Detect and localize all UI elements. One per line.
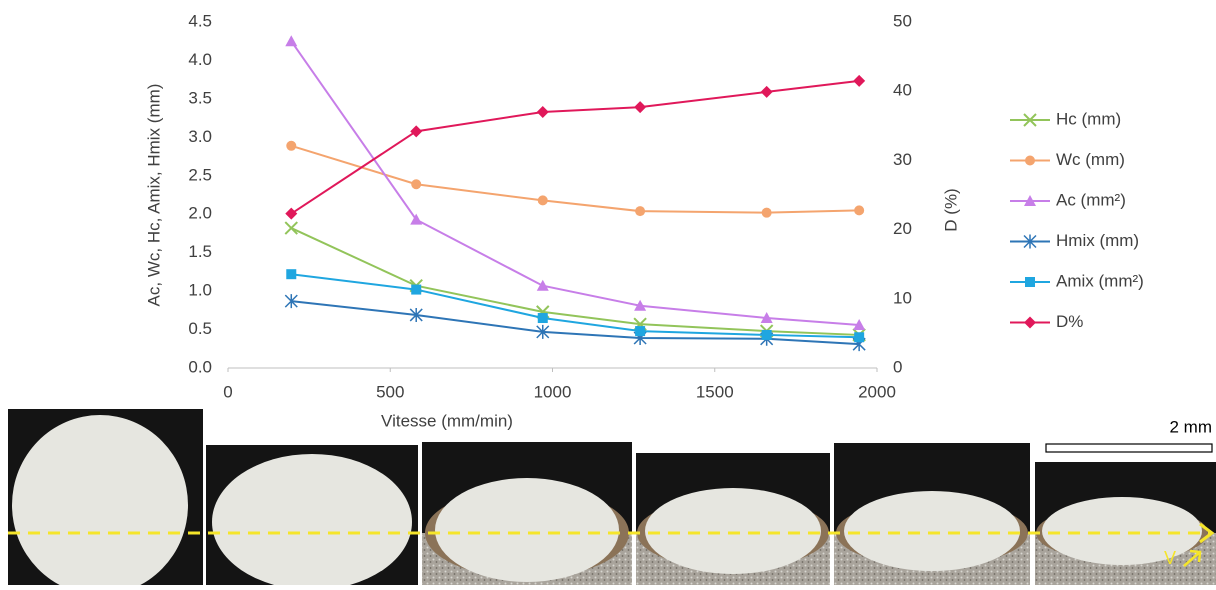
y-tick-label: 0.0 [188, 357, 212, 376]
legend-label: D% [1056, 312, 1083, 331]
marker [284, 294, 298, 309]
marker [761, 207, 772, 218]
chart: Vitesse (mm/min) Ac, Wc, Hc, Amix, Hmix … [144, 11, 1143, 430]
marker [285, 35, 298, 47]
y-tick-label: 1.0 [188, 281, 212, 300]
legend-label: Wc (mm) [1056, 150, 1125, 169]
series-line [290, 227, 860, 336]
y2-axis-label: D (%) [941, 188, 960, 231]
y-tick-label: 3.5 [188, 88, 212, 107]
direction-label: V [1164, 548, 1176, 568]
x-tick-label: 0 [223, 382, 232, 401]
y-axis-label: Ac, Wc, Hc, Amix, Hmix (mm) [144, 84, 163, 307]
y2-tick-label: 50 [893, 11, 912, 30]
legend-label: Amix (mm²) [1056, 271, 1144, 290]
direction-arrow [1183, 551, 1201, 567]
series-line [290, 144, 860, 214]
marker [1025, 277, 1035, 287]
series-line [290, 40, 860, 326]
series-line [290, 79, 860, 215]
y2-tick-label: 0 [893, 357, 902, 376]
direction-arrow [1189, 549, 1202, 563]
bead [844, 491, 1020, 571]
marker [760, 85, 773, 98]
legend-label: Ac (mm²) [1056, 190, 1126, 209]
marker [410, 125, 423, 138]
marker [634, 101, 647, 114]
x-tick-label: 2000 [858, 382, 896, 401]
micrographs: V 2 mm [8, 409, 1216, 590]
y2-tick-label: 40 [893, 81, 912, 100]
marker [537, 195, 548, 206]
marker [536, 105, 549, 118]
y2-tick-label: 10 [893, 288, 912, 307]
marker [286, 140, 297, 151]
marker [635, 326, 646, 337]
bead [435, 478, 619, 582]
marker [1024, 316, 1036, 329]
marker [854, 205, 865, 216]
marker [1023, 234, 1037, 249]
marker [634, 299, 647, 311]
arrow-head [1199, 522, 1215, 544]
marker [853, 74, 866, 87]
x-tick-label: 1500 [696, 382, 734, 401]
marker [760, 312, 773, 324]
marker [536, 279, 549, 291]
marker [635, 206, 646, 217]
x-tick-label: 1000 [534, 382, 572, 401]
y-tick-label: 4.0 [188, 50, 212, 69]
scale-bar [1045, 443, 1213, 453]
bead [212, 454, 412, 590]
bead [645, 488, 821, 574]
bead [12, 415, 188, 590]
y-tick-label: 4.5 [188, 11, 212, 30]
marker [411, 284, 422, 295]
y-tick-label: 0.5 [188, 319, 212, 338]
y-tick-label: 1.5 [188, 242, 212, 261]
marker [1024, 195, 1036, 206]
marker [285, 207, 298, 220]
marker [409, 307, 423, 322]
x-tick-label: 500 [376, 382, 404, 401]
marker [761, 329, 772, 340]
marker [286, 269, 297, 280]
marker [410, 213, 423, 225]
y-tick-label: 3.0 [188, 127, 212, 146]
marker [1023, 113, 1037, 127]
y-tick-label: 2.0 [188, 204, 212, 223]
marker [284, 221, 298, 235]
marker [1025, 155, 1035, 166]
marker [853, 318, 866, 330]
y-tick-label: 2.5 [188, 165, 212, 184]
series-line [291, 273, 860, 339]
legend-label: Hmix (mm) [1056, 231, 1139, 250]
marker [536, 324, 550, 339]
marker [854, 332, 865, 343]
legend-label: Hc (mm) [1056, 109, 1121, 128]
x-axis-label: Vitesse (mm/min) [381, 411, 513, 430]
bead [1042, 497, 1202, 565]
marker [411, 179, 422, 190]
y2-tick-label: 30 [893, 150, 912, 169]
marker [537, 313, 548, 324]
series-line [291, 300, 860, 346]
y2-tick-label: 20 [893, 219, 912, 238]
scale-label: 2 mm [1170, 417, 1213, 436]
